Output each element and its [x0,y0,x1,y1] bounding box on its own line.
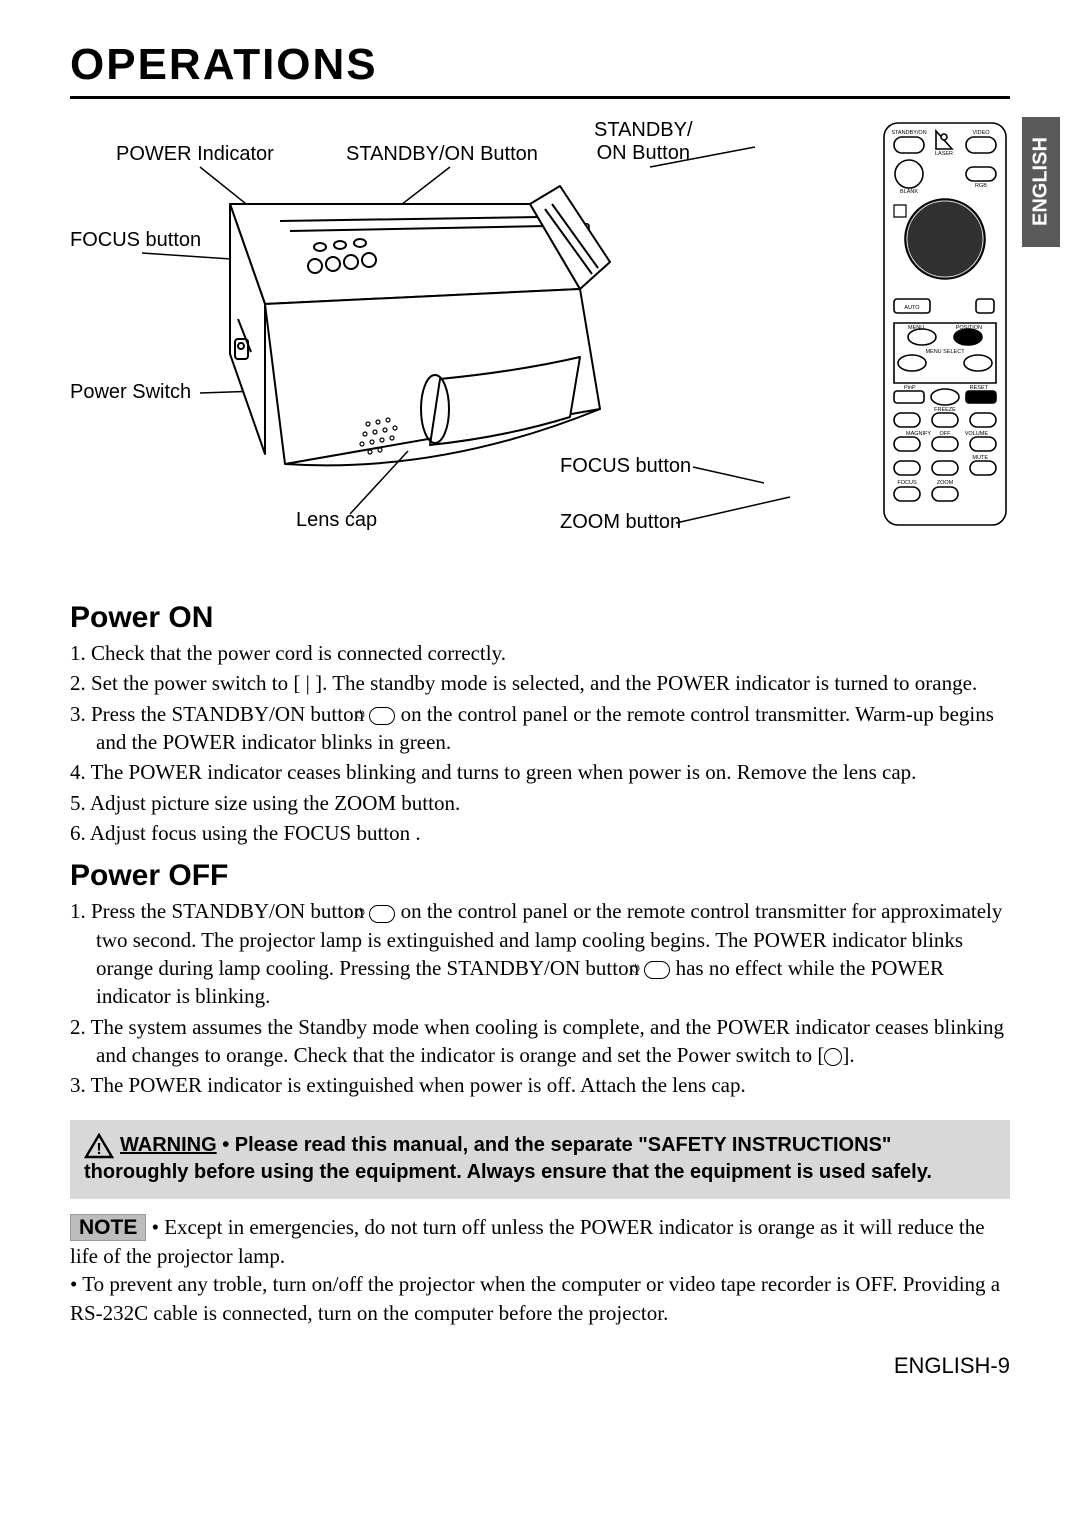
svg-text:STANDBY/ON: STANDBY/ON [891,130,926,136]
power-off-item: Press the STANDBY/ON button on the contr… [70,897,1010,1010]
svg-text:MAGNIFY: MAGNIFY [906,431,931,437]
power-off-heading: Power OFF [70,859,1010,893]
power-on-item: Adjust focus using the FOCUS button . [70,819,1010,847]
power-on-item: The POWER indicator ceases blinking and … [70,758,1010,786]
svg-text:RGB: RGB [975,183,987,189]
warning-label: WARNING [120,1134,217,1156]
svg-text:!: ! [96,1141,101,1158]
svg-text:RESET: RESET [970,385,989,391]
svg-text:PinP: PinP [904,385,916,391]
power-on-item: Check that the power cord is connected c… [70,639,1010,667]
svg-text:OFF: OFF [940,431,952,437]
warning-icon: ! [84,1133,114,1159]
projector-illustration [140,174,620,494]
note-label: NOTE [70,1214,146,1241]
power-off-list: Press the STANDBY/ON button on the contr… [70,897,1010,1099]
svg-text:VOLUME: VOLUME [965,431,989,437]
power-on-item: Set the power switch to [ | ]. The stand… [70,669,1010,697]
svg-text:ZOOM: ZOOM [937,480,954,486]
svg-text:MENU SELECT: MENU SELECT [925,349,965,355]
diagram-area: ENGLISH POWER Indicator STANDBY/ON Butto… [70,119,1010,589]
power-on-item: Press the STANDBY/ON button on the contr… [70,700,1010,757]
svg-text:MUTE: MUTE [972,455,988,461]
svg-text:MENU: MENU [908,325,924,331]
svg-text:FOCUS: FOCUS [897,480,917,486]
note-line: • Except in emergencies, do not turn off… [70,1215,985,1268]
power-on-item: Adjust picture size using the ZOOM butto… [70,789,1010,817]
svg-text:LASER: LASER [935,151,953,157]
svg-text:BLANK: BLANK [900,189,918,195]
svg-text:POSITION: POSITION [956,325,982,331]
power-off-item: The POWER indicator is extinguished when… [70,1071,1010,1099]
power-off-item: The system assumes the Standby mode when… [70,1013,1010,1070]
note-line: • To prevent any troble, turn on/off the… [70,1272,1000,1324]
power-on-heading: Power ON [70,601,1010,635]
warning-box: !WARNING • Please read this manual, and … [70,1120,1010,1199]
note-block: NOTE • Except in emergencies, do not tur… [70,1213,1010,1327]
svg-text:AUTO: AUTO [904,305,920,311]
power-on-list: Check that the power cord is connected c… [70,639,1010,847]
svg-text:VIDEO: VIDEO [972,130,990,136]
svg-text:FREEZE: FREEZE [934,407,956,413]
page-footer: ENGLISH-9 [70,1353,1010,1379]
page-title: OPERATIONS [70,40,1010,99]
language-tab: ENGLISH [1022,117,1060,247]
remote-illustration: STANDBY/ON LASER VIDEO BLANK RGB AUTO ME… [880,119,1010,529]
